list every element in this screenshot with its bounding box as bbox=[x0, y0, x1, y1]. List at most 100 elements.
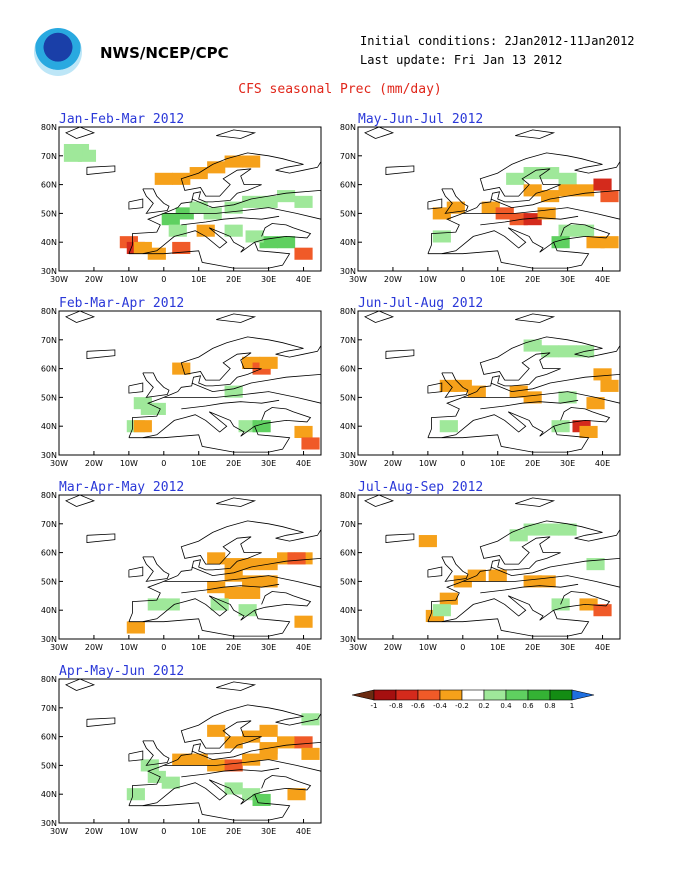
lat-label: 50N bbox=[41, 393, 57, 402]
lat-label: 30N bbox=[41, 635, 57, 644]
coastline bbox=[490, 558, 621, 577]
anomaly-cell bbox=[558, 345, 577, 358]
lon-label: 30E bbox=[261, 275, 276, 284]
legend-swatch bbox=[505, 689, 529, 701]
legend-svg: -1 -0.8 -0.6 -0.4 -0.2 0.2 0.4 0.6 0.8 1 bbox=[351, 689, 595, 710]
anomaly-cell bbox=[575, 184, 595, 197]
lat-label: 60N bbox=[41, 181, 57, 190]
anomaly-cell bbox=[418, 535, 437, 548]
lon-label: 30E bbox=[261, 459, 276, 468]
anomaly-cell bbox=[523, 339, 542, 352]
coastline bbox=[163, 759, 322, 772]
coastline bbox=[441, 610, 590, 637]
anomaly-cell bbox=[224, 224, 243, 237]
org-label: NWS/NCEP/CPC bbox=[100, 44, 229, 62]
coastline bbox=[191, 374, 322, 393]
lon-label: 30W bbox=[50, 827, 68, 836]
anomaly-cell bbox=[224, 782, 243, 795]
coastline bbox=[128, 775, 312, 807]
lon-label: 40E bbox=[296, 275, 311, 284]
anomaly-cell bbox=[558, 391, 577, 404]
legend-label: 0.4 bbox=[500, 702, 512, 710]
last-update-text: Last update: Fri Jan 13 2012 bbox=[360, 53, 563, 67]
lat-label: 50N bbox=[41, 577, 57, 586]
coastline bbox=[142, 610, 291, 637]
legend-label: -1 bbox=[371, 702, 378, 710]
lat-label: 80N bbox=[41, 307, 57, 316]
anomaly-cell bbox=[523, 391, 542, 404]
coastline bbox=[427, 591, 611, 623]
coastline bbox=[142, 556, 170, 582]
anomaly-cell bbox=[207, 581, 226, 594]
anomaly-cell bbox=[523, 523, 542, 536]
legend-swatch bbox=[461, 689, 485, 701]
lon-label: 30W bbox=[50, 459, 68, 468]
lat-label: 80N bbox=[340, 491, 356, 500]
lat-label: 80N bbox=[41, 675, 57, 684]
lat-label: 70N bbox=[340, 520, 356, 529]
lon-label: 20E bbox=[226, 459, 241, 468]
lat-label: 60N bbox=[41, 365, 57, 374]
lat-label: 60N bbox=[340, 365, 356, 374]
anomaly-cell bbox=[252, 793, 271, 807]
lon-label: 0 bbox=[161, 459, 166, 468]
lat-label: 60N bbox=[41, 549, 57, 558]
anomaly-cell bbox=[523, 184, 542, 197]
legend-swatch bbox=[417, 689, 441, 701]
initial-conditions-text: Initial conditions: 2Jan2012-11Jan2012 bbox=[360, 34, 635, 48]
anomaly-cell bbox=[172, 362, 191, 375]
coastline bbox=[427, 566, 443, 578]
coastline bbox=[441, 556, 469, 582]
legend-swatch bbox=[439, 689, 463, 701]
coastline bbox=[480, 583, 579, 594]
anomaly-cell bbox=[207, 552, 226, 565]
lat-label: 50N bbox=[41, 761, 57, 770]
coastline bbox=[216, 681, 257, 691]
lon-label: 0 bbox=[161, 827, 166, 836]
anomaly-cell bbox=[294, 736, 313, 749]
anomaly-cell bbox=[242, 753, 261, 766]
main-title: CFS seasonal Prec (mm/day) bbox=[238, 82, 442, 97]
anomaly-cell bbox=[523, 213, 542, 226]
anomaly-cell bbox=[224, 759, 243, 772]
anomaly-cell bbox=[506, 172, 525, 185]
coastline bbox=[427, 198, 443, 210]
coastline bbox=[128, 750, 144, 762]
panel-title: Jan-Feb-Mar 2012 bbox=[59, 112, 185, 127]
anomaly-cell bbox=[238, 604, 257, 617]
lon-label: 20E bbox=[226, 827, 241, 836]
coastline bbox=[128, 382, 144, 394]
coastline bbox=[142, 740, 170, 766]
coastline bbox=[142, 188, 170, 214]
anomaly-cell bbox=[439, 592, 458, 605]
coastline bbox=[216, 313, 257, 323]
anomaly-cell bbox=[558, 523, 577, 536]
map-frame bbox=[357, 310, 621, 456]
map-frame bbox=[357, 126, 621, 272]
anomaly-cell bbox=[593, 368, 612, 381]
lat-label: 40N bbox=[340, 238, 356, 247]
lat-label: 30N bbox=[41, 451, 57, 460]
coastline bbox=[385, 349, 415, 359]
map-svg: 30W 20W 10W 0 10E 20E 30E 40E 30N 40N 50N 60N 70N 80N bbox=[340, 123, 621, 284]
coastline bbox=[128, 198, 144, 210]
lat-label: 40N bbox=[41, 790, 57, 799]
lat-label: 50N bbox=[340, 209, 356, 218]
coastline bbox=[181, 399, 280, 410]
legend-label: -0.2 bbox=[455, 702, 469, 710]
coastline bbox=[163, 207, 322, 220]
coastline bbox=[191, 190, 322, 209]
color-legend: -1 -0.8 -0.6 -0.4 -0.2 0.2 0.4 0.6 0.8 1 bbox=[351, 688, 632, 716]
anomaly-cell bbox=[600, 379, 619, 392]
legend-label: -0.6 bbox=[411, 702, 425, 710]
anomaly-cell bbox=[586, 236, 605, 249]
lon-label: 20W bbox=[85, 827, 103, 836]
coastline bbox=[128, 152, 322, 254]
map-frame bbox=[58, 678, 322, 824]
anomaly-cell bbox=[224, 569, 243, 582]
coastline bbox=[65, 678, 96, 691]
lon-label: 30E bbox=[261, 643, 276, 652]
anomaly-cell bbox=[593, 604, 612, 617]
lon-label: 0 bbox=[460, 275, 465, 284]
coastline bbox=[216, 497, 257, 507]
